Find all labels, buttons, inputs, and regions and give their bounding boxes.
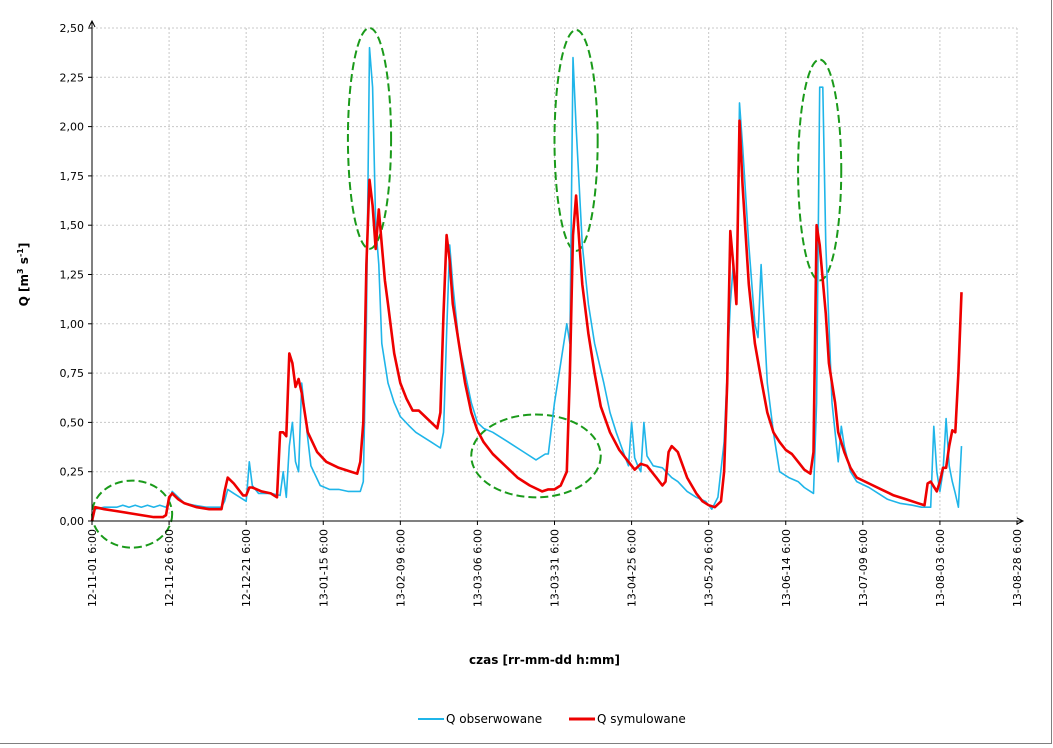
annotation-ellipse-2 (470, 413, 602, 499)
x-tick-label-1: 12-11-26 6:00 (163, 529, 176, 607)
x-tick-label-12: 13-08-28 6:00 (1011, 529, 1024, 607)
axes (88, 19, 1025, 525)
y-tick-label-3: 0,75 (60, 367, 85, 380)
legend-label-observed: Q obserwowane (446, 712, 542, 726)
x-tick-label-9: 13-06-14 6:00 (780, 529, 793, 607)
y-tick-label-5: 1,25 (60, 269, 85, 282)
x-tick-label-6: 13-03-31 6:00 (549, 529, 562, 607)
x-tick-label-5: 13-03-06 6:00 (471, 529, 484, 607)
x-tick-label-3: 13-01-15 6:00 (317, 529, 330, 607)
x-tick-label-11: 13-08-03 6:00 (934, 529, 947, 607)
x-axis-arrow (1016, 517, 1025, 525)
annotation-ellipses (91, 27, 843, 549)
legend-label-simulated: Q symulowane (597, 712, 686, 726)
y-tick-label-0: 0,00 (60, 515, 85, 528)
x-tick-label-10: 13-07-09 6:00 (857, 529, 870, 607)
legend: Q obserwowane Q symulowane (418, 712, 686, 726)
y-tick-label-6: 1,50 (60, 219, 85, 232)
grid-lines (92, 27, 1018, 521)
x-tick-label-0: 12-11-01 6:00 (86, 529, 99, 607)
x-tick-label-2: 12-12-21 6:00 (240, 529, 253, 607)
y-tick-label-7: 1,75 (60, 170, 85, 183)
y-tick-label-4: 1,00 (60, 318, 85, 331)
series-line-observed (91, 46, 963, 522)
y-tick-label-9: 2,25 (60, 71, 85, 84)
annotation-ellipse-1 (346, 27, 393, 250)
series-line-simulated (90, 119, 963, 522)
x-tick-label-4: 13-02-09 6:00 (394, 529, 407, 607)
y-axis-title: Q [m3 s-1] (16, 243, 31, 307)
y-tick-label-2: 0,50 (60, 416, 85, 429)
x-axis-title: czas [rr-mm-dd h:mm] (469, 653, 620, 667)
annotation-ellipse-3 (553, 28, 599, 252)
x-tick-label-8: 13-05-20 6:00 (703, 529, 716, 607)
y-tick-label-10: 2,50 (60, 22, 85, 35)
x-tick-label-7: 13-04-25 6:00 (626, 529, 639, 607)
y-tick-label-1: 0,25 (60, 466, 85, 479)
y-tick-label-8: 2,00 (60, 121, 85, 134)
y-axis-arrow (88, 19, 96, 28)
annotation-ellipse-4 (797, 58, 843, 282)
tick-labels: 0,00 0,25 0,50 0,75 1,00 1,25 1,50 1,75 2,00 2,25… (60, 22, 1025, 607)
series-lines (90, 46, 963, 522)
